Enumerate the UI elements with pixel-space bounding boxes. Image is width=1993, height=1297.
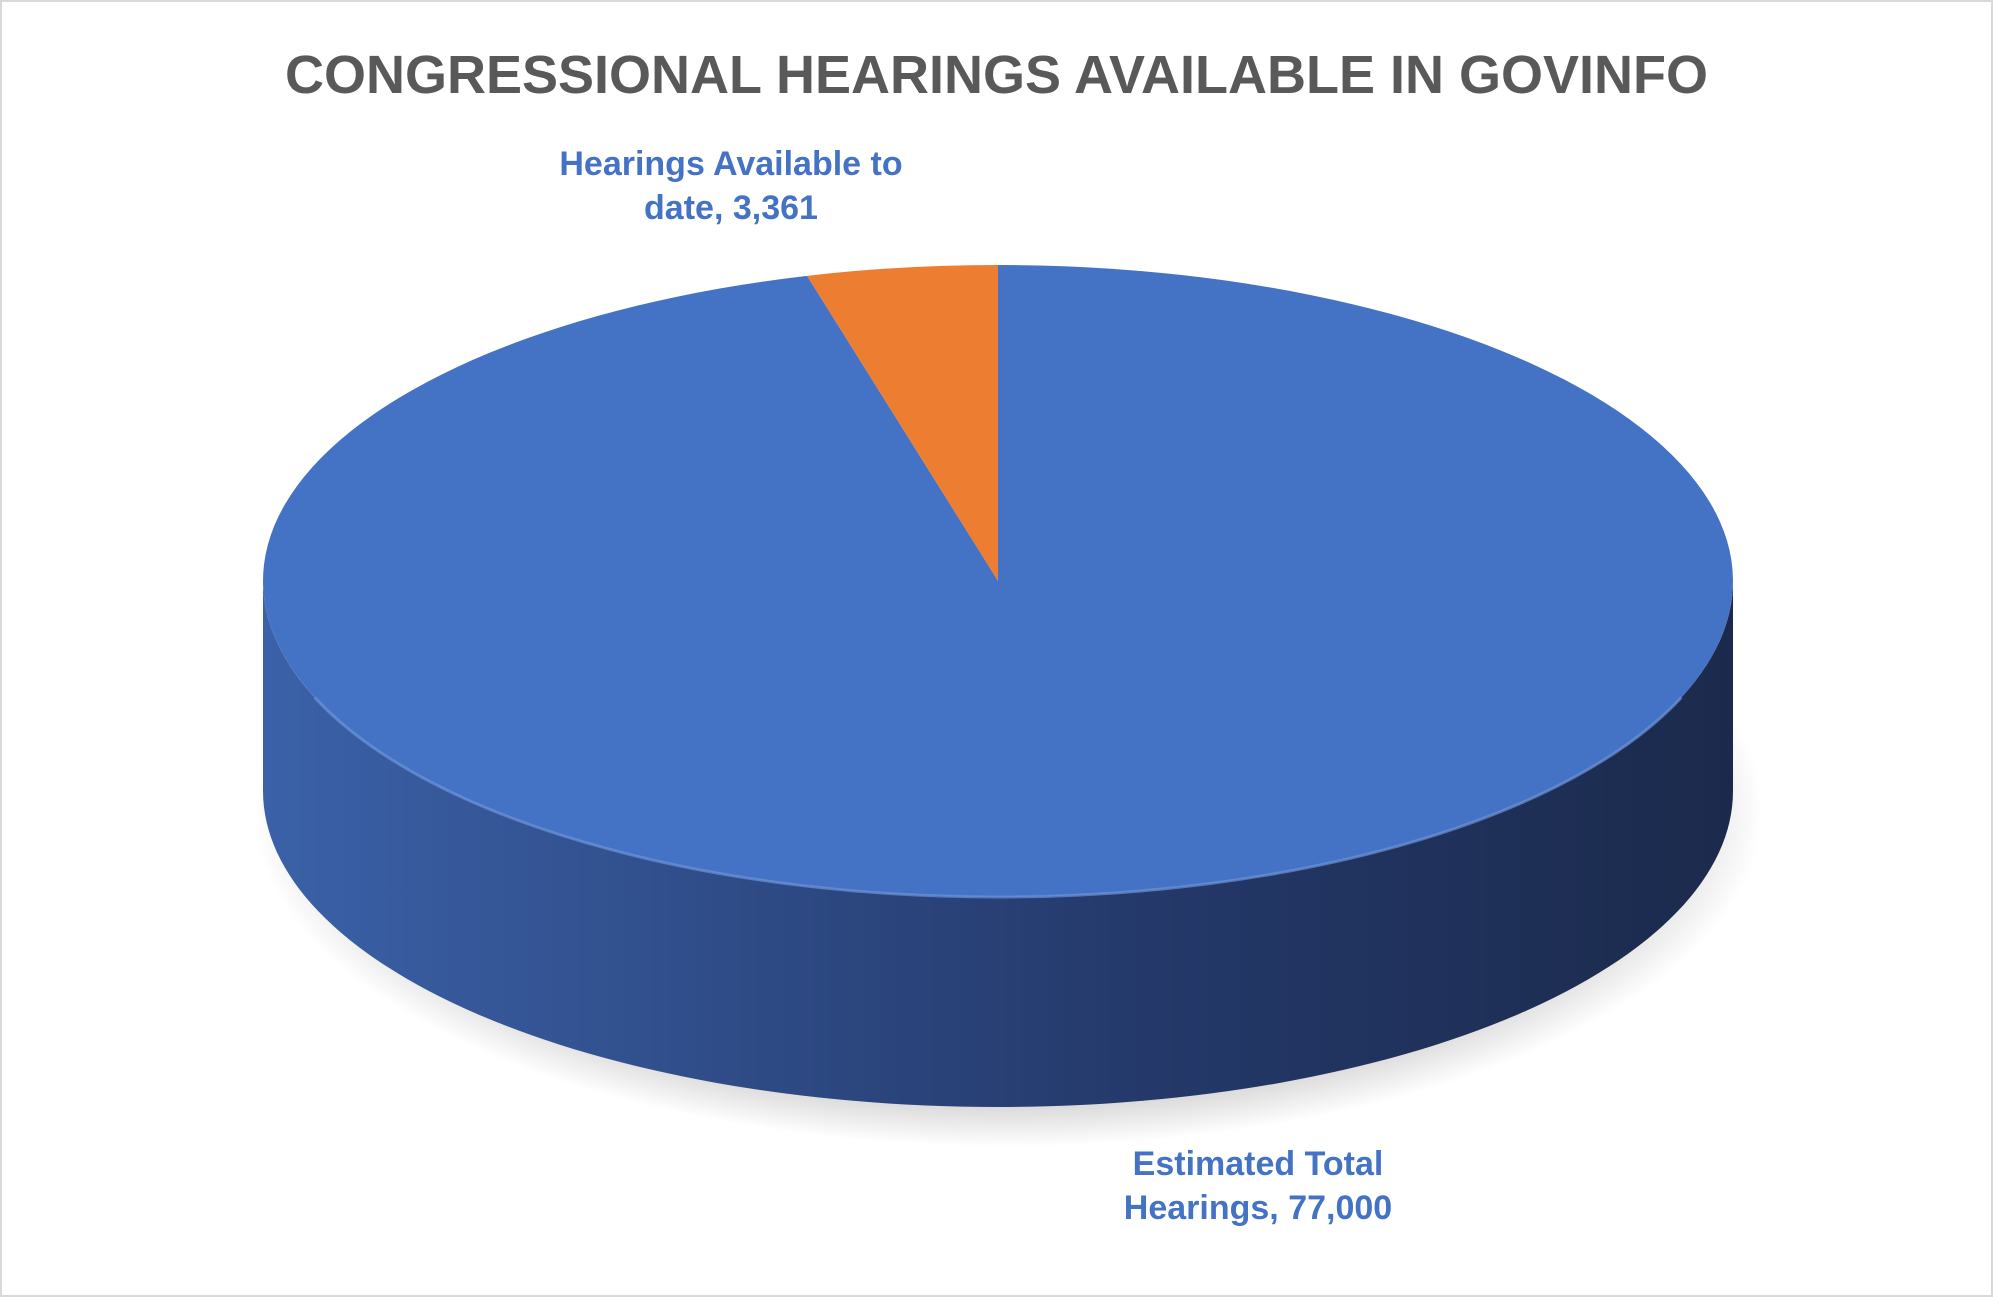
pie [253,265,1763,1147]
slice-side [263,581,1733,1107]
data-label: Hearings Available to date, 3,361 [559,145,903,228]
label-value: 77,000 [1288,1189,1393,1228]
slice [807,265,998,581]
label-category: Estimated Total Hearings [1123,1145,1384,1228]
label-category: Hearings Available to date [559,145,903,228]
rim-highlight [313,696,1683,899]
label-value: 3,361 [732,189,818,228]
data-label: Estimated Total Hearings, 77,000 [1123,1145,1393,1228]
chart-title: CONGRESSIONAL HEARINGS AVAILABLE IN GOVI… [284,45,1709,105]
